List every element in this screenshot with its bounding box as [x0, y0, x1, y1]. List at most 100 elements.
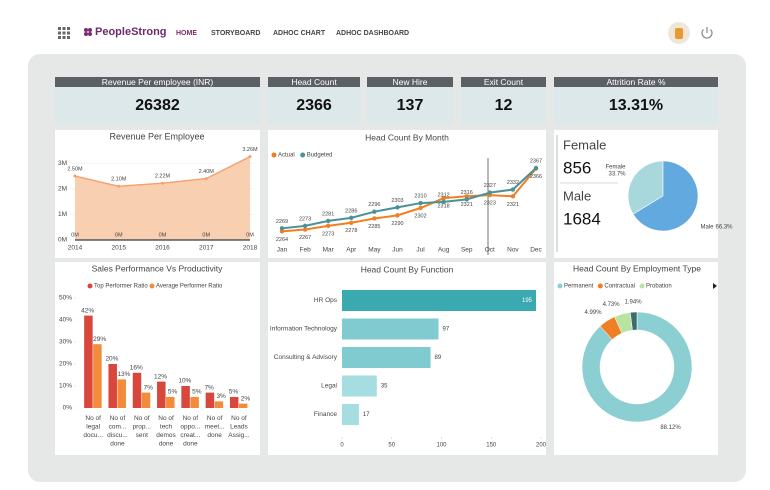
point — [302, 227, 308, 232]
value-label: 2% — [241, 395, 251, 402]
point — [487, 190, 493, 195]
value-label: 42% — [81, 307, 94, 314]
pie-slice — [627, 160, 664, 215]
value-label: 2310 — [414, 194, 426, 200]
value-label: 0M — [202, 232, 210, 238]
apps-icon[interactable] — [58, 27, 70, 39]
point — [510, 194, 516, 199]
value-label: 97 — [443, 327, 450, 333]
kpi-header — [367, 77, 453, 87]
nav-item[interactable]: STORYBOARD — [211, 30, 260, 37]
kpi-label: Revenue Per employee (INR) — [102, 77, 214, 87]
kpi-body — [554, 87, 718, 125]
x-tick-label: 2014 — [68, 245, 83, 252]
chart-title: Head Count By Function — [361, 264, 454, 274]
nav-item[interactable]: ADHOC DASHBOARD — [336, 30, 409, 37]
point — [248, 155, 252, 159]
bar — [157, 381, 166, 408]
y-tick-label: Finance — [314, 411, 338, 418]
x-tick-label: May — [368, 247, 381, 254]
chart-title: Revenue Per Employee — [109, 131, 204, 141]
value-label: 2273 — [322, 231, 334, 237]
legend-label: Average Performer Ratio — [156, 284, 223, 290]
bar — [166, 397, 175, 408]
x-tick-label: Jul — [416, 247, 425, 254]
point — [464, 194, 469, 199]
point — [441, 199, 446, 205]
x-tick-label: Jun — [392, 247, 403, 254]
value-label: 2.22M — [155, 174, 171, 180]
x-tick-label: No of prop... sent — [133, 415, 152, 439]
value-label: 0M — [115, 232, 123, 238]
y-tick-label: 30% — [59, 339, 72, 346]
x-tick-label: Nov — [507, 247, 519, 254]
chart-title: Head Count By Employment Type — [573, 263, 701, 273]
kpi-body — [55, 87, 260, 125]
value-label: 17 — [363, 412, 370, 418]
point — [279, 229, 285, 234]
legend-dot — [639, 283, 645, 289]
value-label: 5% — [192, 389, 202, 396]
bar — [205, 392, 215, 408]
y-tick-label: 40% — [59, 317, 72, 324]
gender-count: 856 — [563, 158, 591, 177]
slice-value: 33.7% — [609, 172, 627, 178]
value-label: 35 — [381, 384, 388, 390]
kpi-body — [268, 87, 360, 125]
donut-slice — [630, 311, 638, 331]
value-label: 2327 — [484, 183, 496, 189]
legend-label: Permanent — [564, 284, 594, 290]
x-tick-label: 2015 — [112, 245, 127, 252]
pie-slice — [632, 160, 699, 232]
value-label: 2269 — [276, 219, 288, 225]
legend-dot — [271, 152, 277, 158]
kpi-body — [461, 87, 546, 125]
y-tick-label: Legal — [321, 383, 337, 390]
point — [325, 223, 331, 229]
value-label: 2267 — [299, 235, 311, 241]
value-label: 20% — [105, 356, 118, 363]
legend-dot — [149, 283, 155, 289]
x-tick-label: No of com... discu... done — [107, 415, 128, 448]
x-tick-label: Apr — [346, 247, 357, 254]
bar — [229, 397, 239, 408]
value-label: 2366 — [530, 174, 542, 180]
kpi-header — [554, 77, 718, 87]
power-icon[interactable] — [701, 27, 713, 39]
bar — [141, 392, 151, 408]
logo-icon — [84, 28, 92, 36]
slice-label: 4.73% — [603, 302, 621, 308]
nav-item[interactable]: HOME — [176, 30, 197, 37]
value-label: 5% — [168, 389, 178, 396]
point — [533, 165, 539, 171]
nav-item[interactable]: ADHOC CHART — [273, 30, 326, 37]
kpi-value: 2366 — [296, 97, 332, 114]
x-tick-label: Jan — [277, 247, 288, 254]
y-tick-label: Consulting & Advisory — [274, 354, 338, 361]
brand: PeopleStrong — [95, 26, 167, 38]
x-tick-label: No of Leads Assig... — [228, 415, 250, 439]
x-tick-label: Mar — [323, 247, 335, 254]
value-label: 2321 — [507, 202, 519, 208]
kpi-value: 12 — [495, 97, 513, 114]
bar — [342, 404, 359, 425]
value-label: 2296 — [368, 202, 380, 208]
legend-next[interactable] — [713, 283, 717, 289]
point — [418, 205, 423, 211]
x-tick-label: 2016 — [155, 245, 170, 252]
value-label: 7% — [144, 384, 154, 391]
gender-label: Male — [563, 188, 591, 203]
kpi-label: New Hire — [393, 77, 428, 87]
x-tick-label: 50 — [388, 443, 395, 449]
y-tick-label: 2M — [58, 186, 67, 193]
value-label: 2367 — [530, 158, 542, 164]
x-tick-label: No of legal docu... — [83, 415, 103, 439]
y-tick-label: 1M — [58, 211, 67, 218]
bar — [84, 315, 93, 408]
kpi-value: 137 — [397, 97, 424, 114]
gender-label: Female — [563, 137, 606, 152]
donut-slice — [581, 311, 693, 423]
x-tick-label: 2018 — [243, 245, 258, 252]
kpi-header — [55, 77, 260, 87]
